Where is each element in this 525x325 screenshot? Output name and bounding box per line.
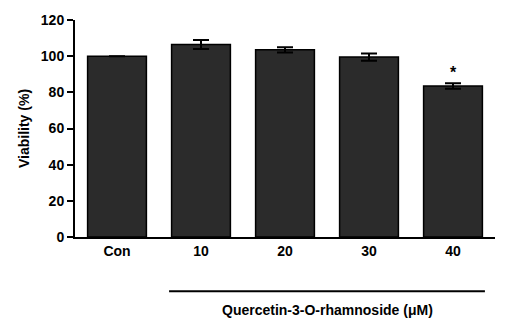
svg-text:Quercetin-3-O-rhamnoside (μM): Quercetin-3-O-rhamnoside (μM)	[222, 302, 433, 318]
svg-text:Viability (%): Viability (%)	[16, 89, 32, 168]
svg-text:20: 20	[277, 243, 293, 259]
svg-text:*: *	[450, 64, 457, 81]
svg-text:120: 120	[41, 12, 65, 28]
svg-text:0: 0	[56, 229, 64, 245]
svg-text:40: 40	[445, 243, 461, 259]
svg-text:30: 30	[361, 243, 377, 259]
svg-text:40: 40	[49, 157, 65, 173]
svg-text:Con: Con	[103, 243, 130, 259]
svg-text:100: 100	[41, 48, 65, 64]
svg-text:80: 80	[49, 84, 65, 100]
svg-text:20: 20	[49, 193, 65, 209]
svg-text:60: 60	[49, 120, 65, 136]
svg-text:10: 10	[193, 243, 209, 259]
